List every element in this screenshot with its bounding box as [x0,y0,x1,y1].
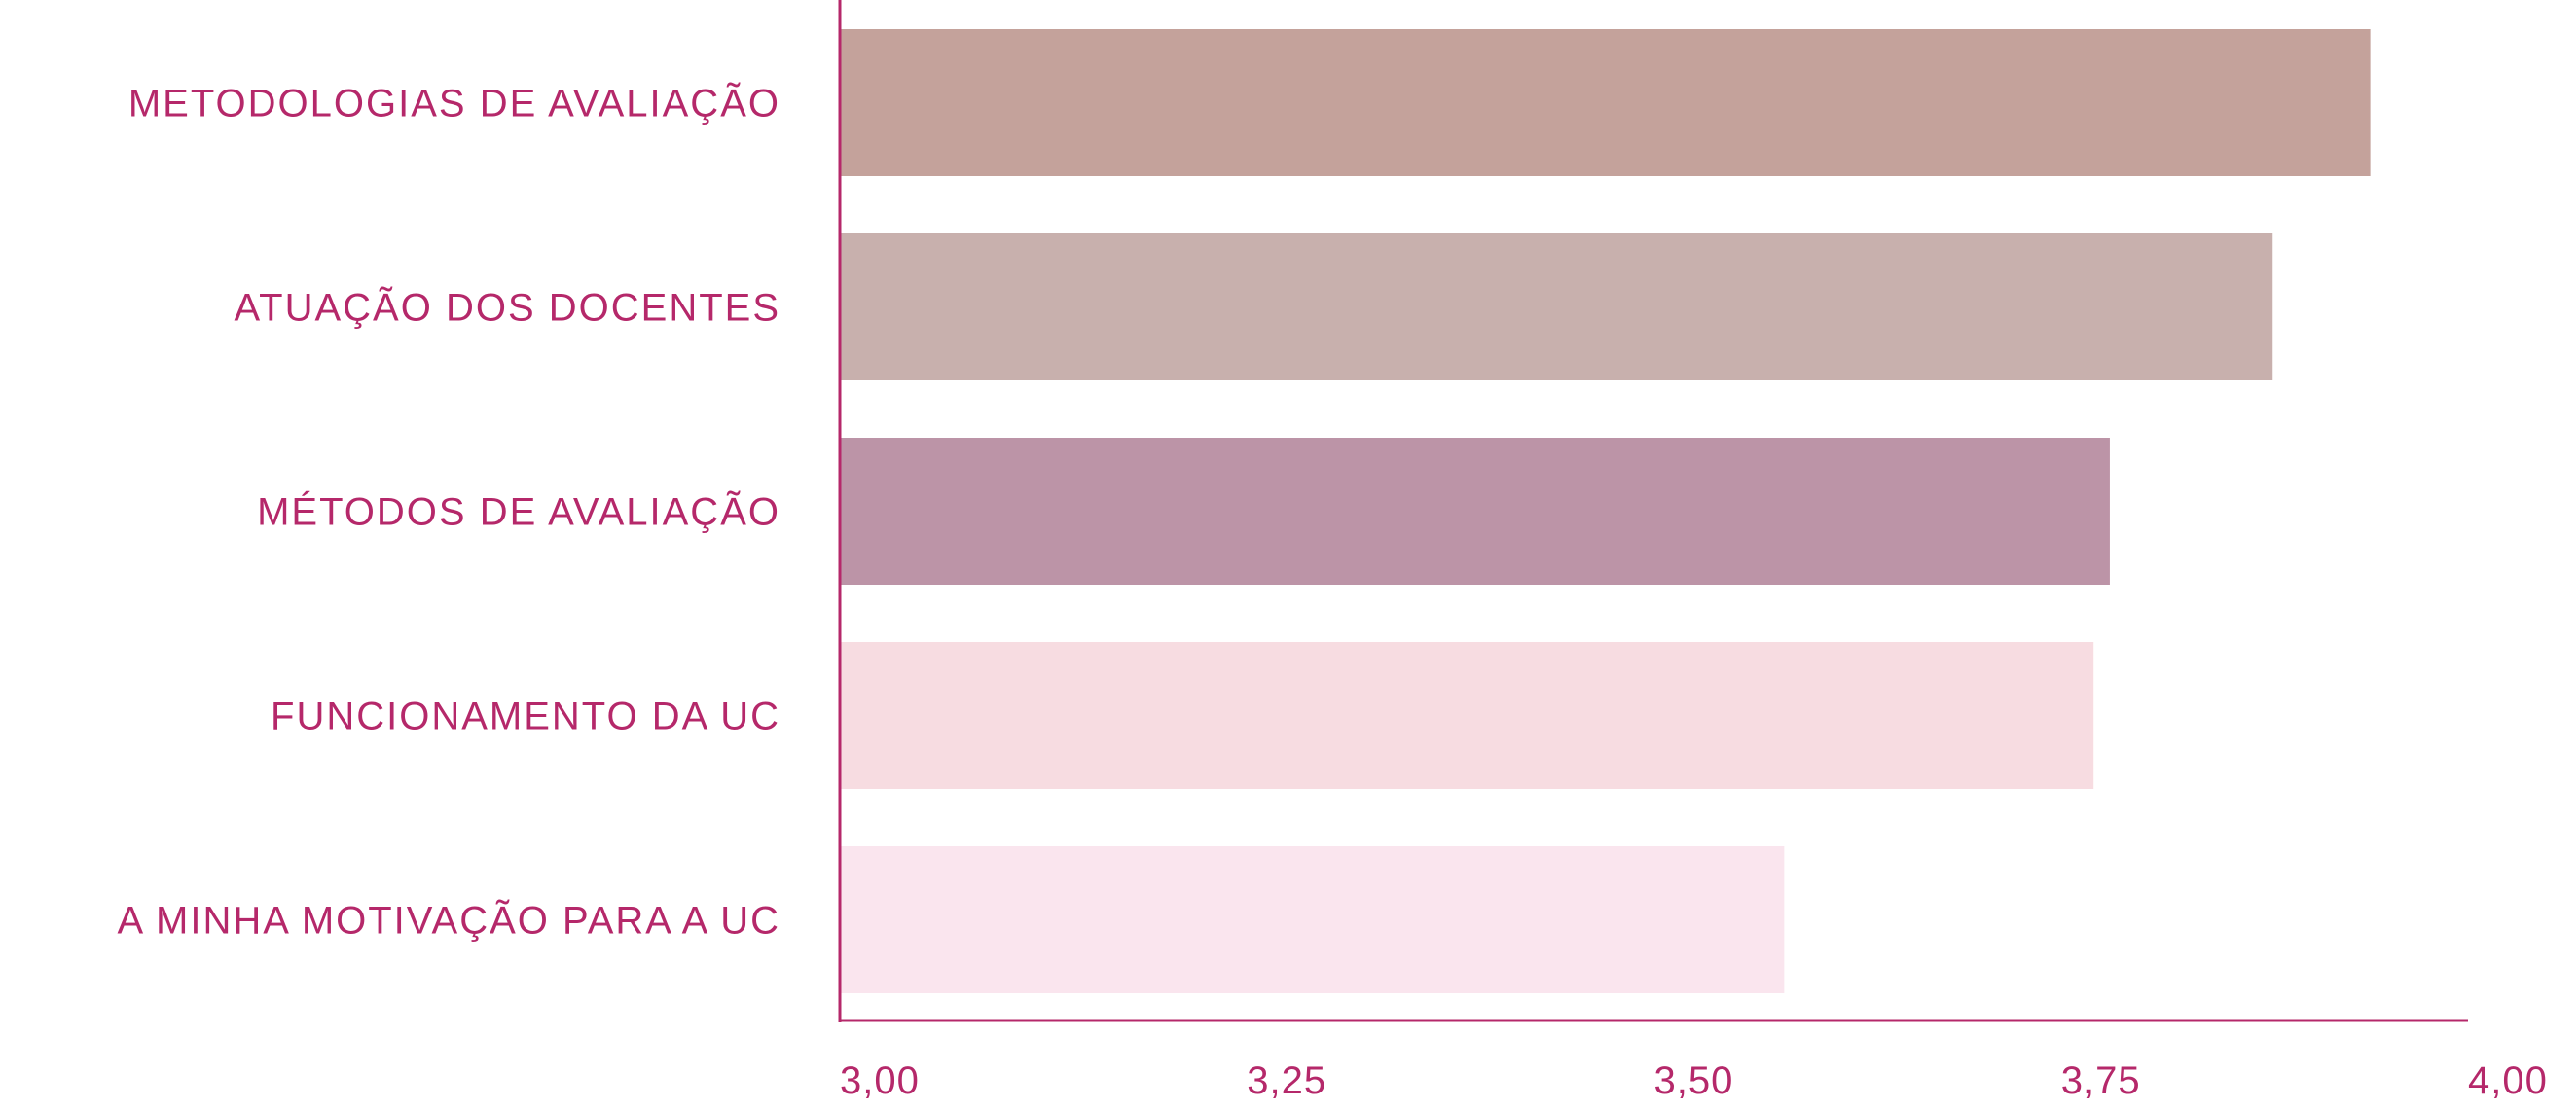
category-label-1: METODOLOGIAS DE AVALIAÇÃO [128,82,780,125]
axes-group [838,0,2468,1022]
x-tick-label-3: 3,50 [1654,1059,1734,1102]
category-label-4: FUNCIONAMENTO DA UC [271,696,780,738]
bar-5 [840,846,1785,993]
x-tick-label-5: 4,00 [2468,1059,2548,1102]
x-tick-label-4: 3,75 [2061,1059,2141,1102]
category-label-3: MÉTODOS DE AVALIAÇÃO [257,490,780,534]
bar-1 [840,29,2371,176]
bar-2 [840,233,2273,380]
category-label-2: ATUAÇÃO DOS DOCENTES [234,286,780,330]
bar-3 [840,438,2110,585]
tick-labels-group: 3,00 3,25 3,50 3,75 4,00 [840,1059,2548,1102]
x-tick-label-2: 3,25 [1247,1059,1326,1102]
x-tick-label-1: 3,00 [840,1059,920,1102]
category-labels-group: METODOLOGIAS DE AVALIAÇÃO ATUAÇÃO DOS DOC… [117,82,780,943]
bars-group [840,29,2371,993]
bar-4 [840,642,2094,789]
category-label-5: A MINHA MOTIVAÇÃO PARA A UC [117,899,780,943]
